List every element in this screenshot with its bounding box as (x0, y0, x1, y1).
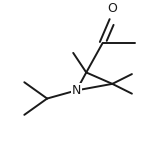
Text: O: O (107, 2, 117, 15)
Text: N: N (72, 84, 81, 97)
